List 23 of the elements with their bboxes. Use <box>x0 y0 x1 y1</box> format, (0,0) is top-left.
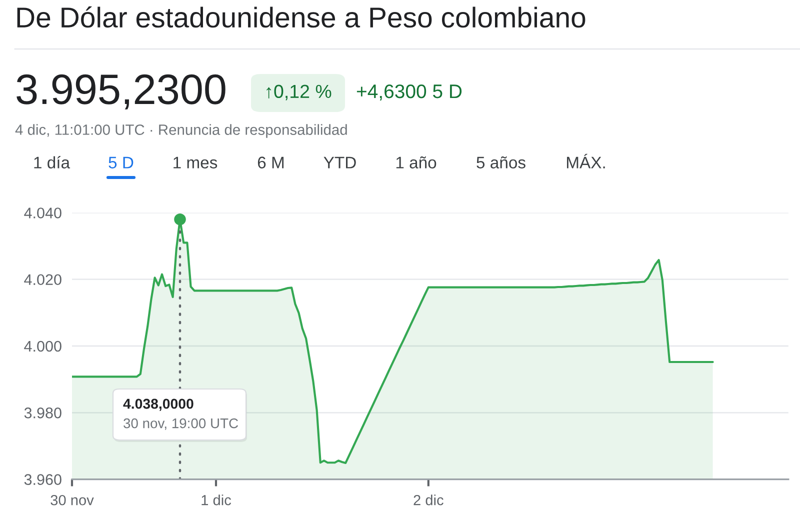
y-tick-label: 3.960 <box>24 474 62 485</box>
text: 3.995,2300 <box>16 74 226 110</box>
text: 4 dic, 11:01:00 UTC · Renuncia de responsabilidad <box>15 124 347 138</box>
text: 6 M <box>258 156 284 168</box>
y-tick-label: 4.040 <box>24 208 62 218</box>
y-tick-label: 4.000 <box>24 340 62 352</box>
annotation: 4.038,0000 <box>123 398 194 411</box>
text: 5 D <box>108 156 134 168</box>
text: 1 año <box>396 156 436 168</box>
x-tick-label: 2 dic <box>414 494 444 506</box>
text: 1 mes <box>174 156 218 168</box>
text: MÁX. <box>566 154 605 168</box>
text: 5 años <box>476 156 526 168</box>
chart-title: De Dólar estadounidense a Peso colombiano <box>17 6 586 28</box>
text: +4,6300 5 D <box>356 84 462 101</box>
text: ↑0,12 % <box>266 84 332 100</box>
x-tick-label: 30 nov <box>50 494 94 506</box>
y-tick-label: 4.020 <box>24 274 62 286</box>
annotation: 30 nov, 19:00 UTC <box>124 418 238 430</box>
y-tick-label: 3.980 <box>24 408 62 418</box>
x-tick-label: 1 dic <box>202 494 232 506</box>
text: 1 día <box>34 156 70 168</box>
text: YTD <box>324 156 356 168</box>
